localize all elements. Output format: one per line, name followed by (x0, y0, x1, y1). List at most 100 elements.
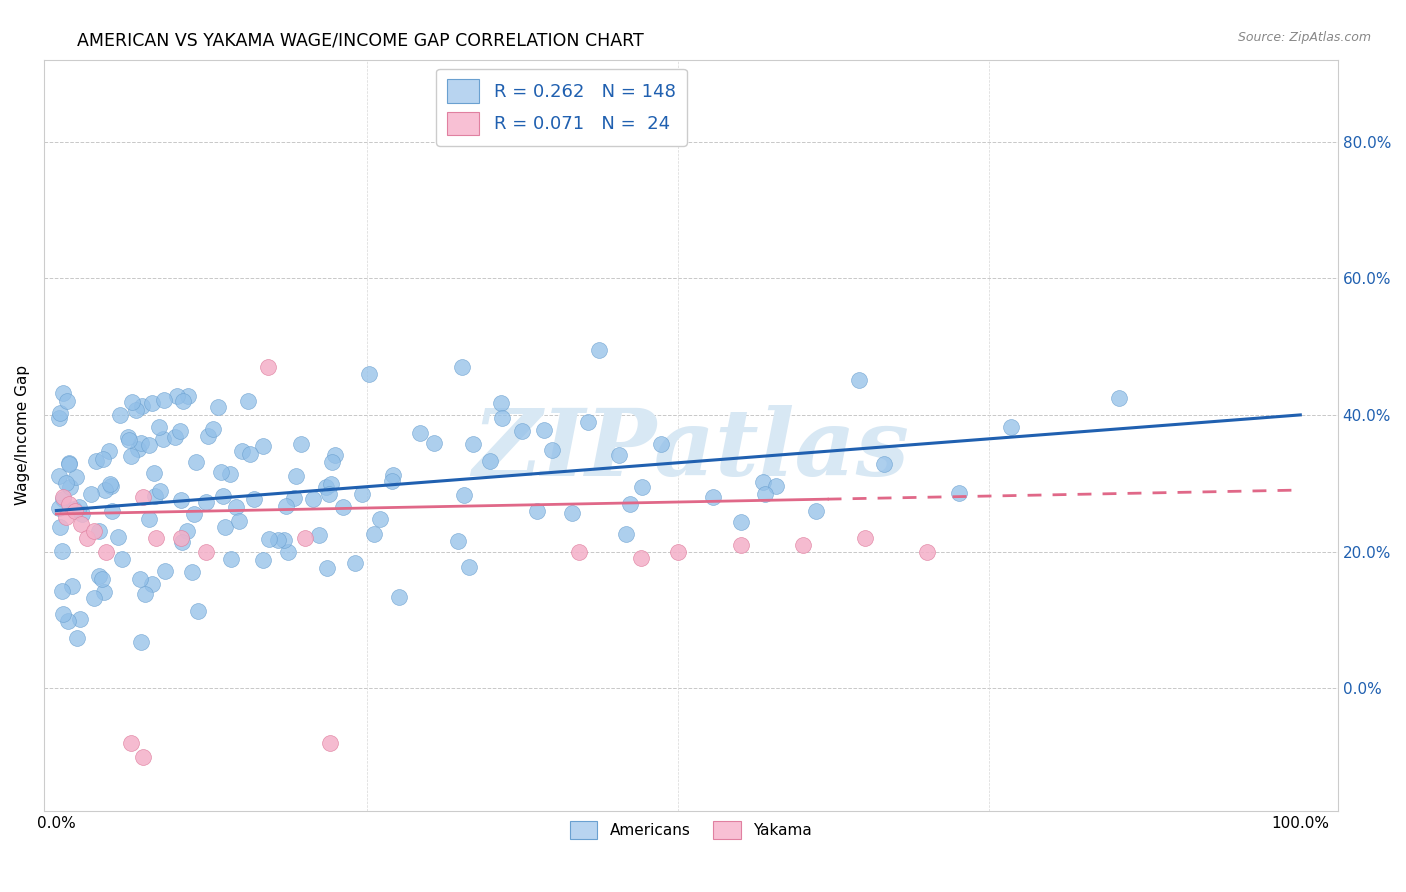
Point (70, 517, 93, 532)
Point (98, 477, 121, 491)
Point (110, 408, 132, 422)
Point (619, 498, 641, 512)
Point (52, 385, 75, 400)
Point (873, 457, 896, 471)
Point (131, 400, 153, 414)
Point (359, 367, 381, 381)
Point (101, 504, 124, 518)
Point (381, 467, 404, 482)
Point (273, 533, 295, 547)
Point (451, 360, 474, 375)
Point (98, 443, 121, 458)
Y-axis label: Wage/Income Gap: Wage/Income Gap (15, 366, 30, 506)
Point (730, 538, 752, 552)
Point (94, 544, 117, 558)
Point (132, 749, 155, 764)
Point (321, 455, 343, 469)
Point (804, 504, 827, 518)
Point (141, 396, 163, 410)
Point (170, 534, 193, 549)
Point (83, 591, 105, 606)
Point (89, 524, 111, 538)
Point (163, 430, 186, 444)
Point (177, 389, 200, 403)
Point (58, 497, 80, 511)
Point (381, 475, 404, 489)
Point (132, 490, 155, 504)
Point (63, 502, 86, 516)
Point (576, 415, 599, 429)
Point (730, 516, 752, 530)
Point (65, 469, 87, 483)
Point (134, 587, 156, 601)
Point (170, 531, 193, 545)
Point (219, 467, 242, 481)
Point (127, 442, 149, 456)
Point (181, 566, 204, 580)
Point (209, 465, 232, 479)
Point (285, 469, 308, 483)
Point (792, 538, 814, 552)
Point (853, 531, 876, 545)
Point (129, 435, 152, 450)
Point (290, 437, 312, 451)
Point (368, 512, 391, 526)
Text: Source: ZipAtlas.com: Source: ZipAtlas.com (1237, 31, 1371, 45)
Point (89, 569, 111, 583)
Point (51, 544, 73, 558)
Point (129, 635, 152, 649)
Point (228, 514, 250, 528)
Point (52, 491, 75, 506)
Point (308, 528, 330, 542)
Point (315, 480, 337, 494)
Point (332, 500, 354, 515)
Point (458, 560, 481, 574)
Point (176, 524, 198, 538)
Point (541, 442, 564, 457)
Point (152, 433, 174, 447)
Legend: Americans, Yakama: Americans, Yakama (564, 815, 818, 845)
Point (194, 495, 217, 509)
Point (219, 552, 242, 566)
Point (197, 428, 219, 442)
Point (350, 487, 373, 501)
Point (848, 373, 870, 387)
Point (91, 572, 114, 586)
Point (765, 479, 787, 493)
Point (143, 466, 166, 480)
Point (607, 448, 630, 462)
Point (56, 614, 79, 628)
Point (568, 544, 591, 558)
Point (58, 457, 80, 471)
Text: AMERICAN VS YAKAMA WAGE/INCOME GAP CORRELATION CHART: AMERICAN VS YAKAMA WAGE/INCOME GAP CORRE… (77, 31, 644, 49)
Point (752, 475, 775, 489)
Point (294, 531, 316, 545)
Point (76, 531, 98, 545)
Point (172, 394, 194, 409)
Point (48, 411, 70, 425)
Point (117, 434, 139, 448)
Point (148, 420, 170, 434)
Point (58, 456, 80, 470)
Point (408, 425, 430, 440)
Point (491, 410, 513, 425)
Point (86, 454, 108, 468)
Point (256, 360, 278, 375)
Point (51, 584, 73, 599)
Point (318, 487, 340, 501)
Point (343, 556, 366, 570)
Point (56, 393, 79, 408)
Point (201, 422, 224, 436)
Point (138, 437, 160, 451)
Point (489, 396, 512, 410)
Point (388, 590, 411, 604)
Point (48, 469, 70, 483)
Point (277, 544, 299, 558)
Point (120, 736, 142, 750)
Point (630, 551, 652, 566)
Point (48, 406, 70, 420)
Point (1000, 419, 1022, 434)
Point (526, 504, 548, 518)
Point (588, 343, 610, 357)
Point (754, 487, 776, 501)
